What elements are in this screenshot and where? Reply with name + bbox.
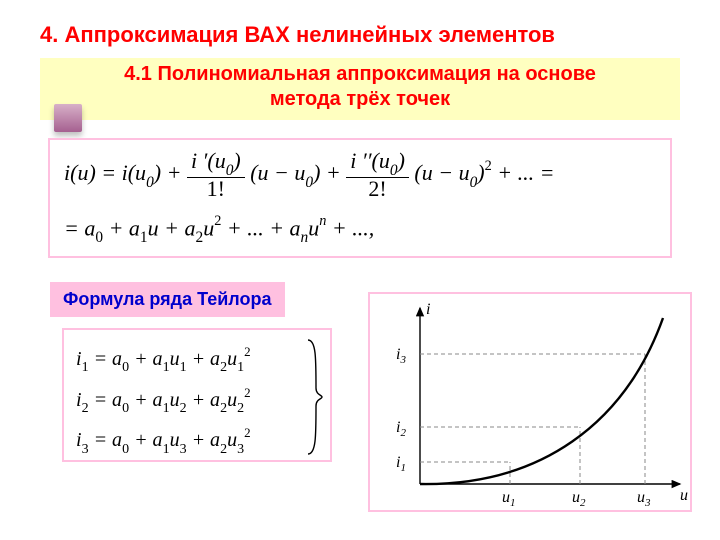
- svg-text:i: i: [426, 301, 430, 318]
- right-brace-icon: [304, 338, 324, 456]
- subtitle-line-1: 4.1 Полиномиальная аппроксимация на осно…: [48, 62, 672, 87]
- system-eq-1: i1 = a0 + a1u1 + a2u12: [76, 340, 318, 381]
- svg-text:u: u: [680, 487, 688, 504]
- svg-text:u3: u3: [637, 489, 651, 509]
- section-title: 4. Аппроксимация ВАХ нелинейных элементо…: [40, 22, 680, 48]
- svg-text:i1: i1: [396, 454, 406, 474]
- equation-system: i1 = a0 + a1u1 + a2u12 i2 = a0 + a1u2 + …: [62, 328, 332, 462]
- subtitle-line-2: метода трёх точек: [48, 87, 672, 112]
- svg-text:i3: i3: [396, 346, 406, 366]
- svg-text:i2: i2: [396, 419, 406, 439]
- graph-svg: i u i1 i2 i3 u1 u2 u3: [370, 294, 694, 514]
- taylor-series-formula: i(u) = i(u0) + i ′(u0) 1! (u − u0) + i ′…: [48, 138, 672, 258]
- taylor-line-1: i(u) = i(u0) + i ′(u0) 1! (u − u0) + i ′…: [64, 150, 656, 200]
- taylor-line-2: = a0 + a1u + a2u2 + ... + anun + ...,: [64, 216, 656, 244]
- svg-text:u2: u2: [572, 489, 586, 509]
- subtitle-box: 4.1 Полиномиальная аппроксимация на осно…: [40, 58, 680, 120]
- slide-marker-icon: [54, 104, 82, 132]
- svg-text:u1: u1: [502, 489, 516, 509]
- system-eq-3: i3 = a0 + a1u3 + a2u32: [76, 421, 318, 462]
- system-eq-2: i2 = a0 + a1u2 + a2u22: [76, 381, 318, 422]
- taylor-label: Формула ряда Тейлора: [50, 282, 285, 317]
- iv-curve-graph: i u i1 i2 i3 u1 u2 u3: [368, 292, 692, 512]
